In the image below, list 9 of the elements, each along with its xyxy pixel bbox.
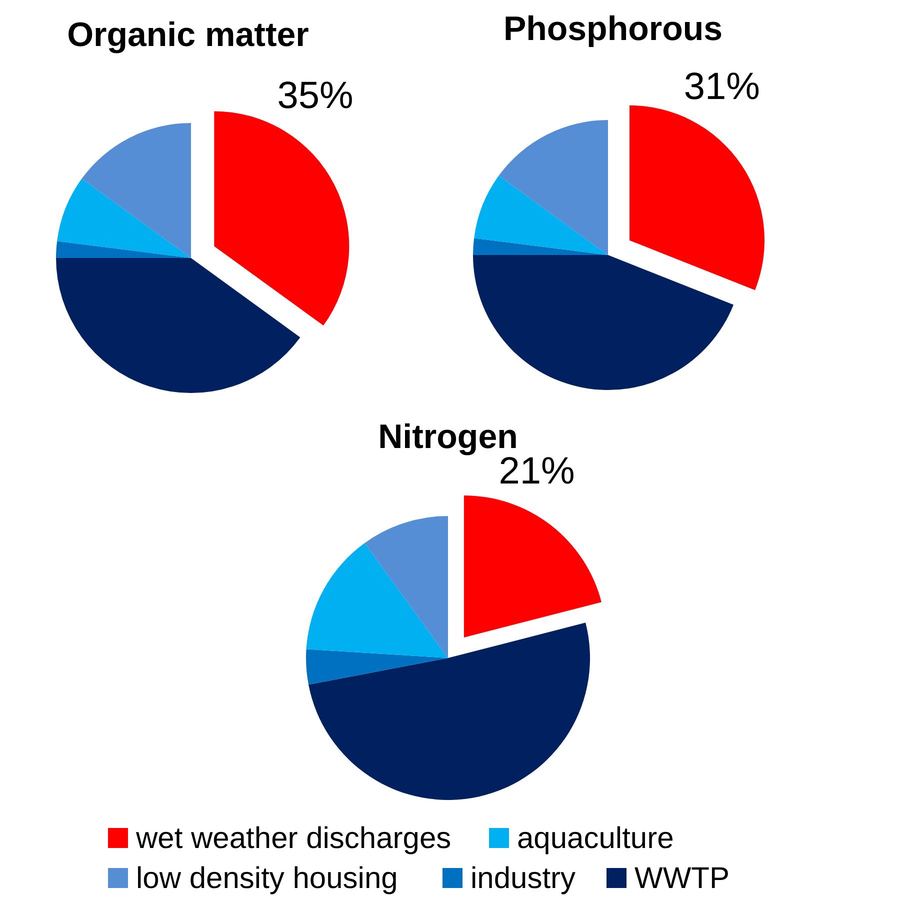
- legend-label: low density housing: [136, 862, 398, 895]
- data-label: 35%: [277, 75, 354, 117]
- chart-title: Phosphorous: [503, 10, 723, 48]
- legend-label: industry: [470, 862, 576, 895]
- data-label: 31%: [684, 66, 760, 108]
- chart-title: Organic matter: [67, 16, 309, 54]
- legend-label: WWTP: [634, 862, 730, 895]
- legend-label: aquaculture: [517, 822, 674, 855]
- legend-label: wet weather discharges: [135, 822, 452, 855]
